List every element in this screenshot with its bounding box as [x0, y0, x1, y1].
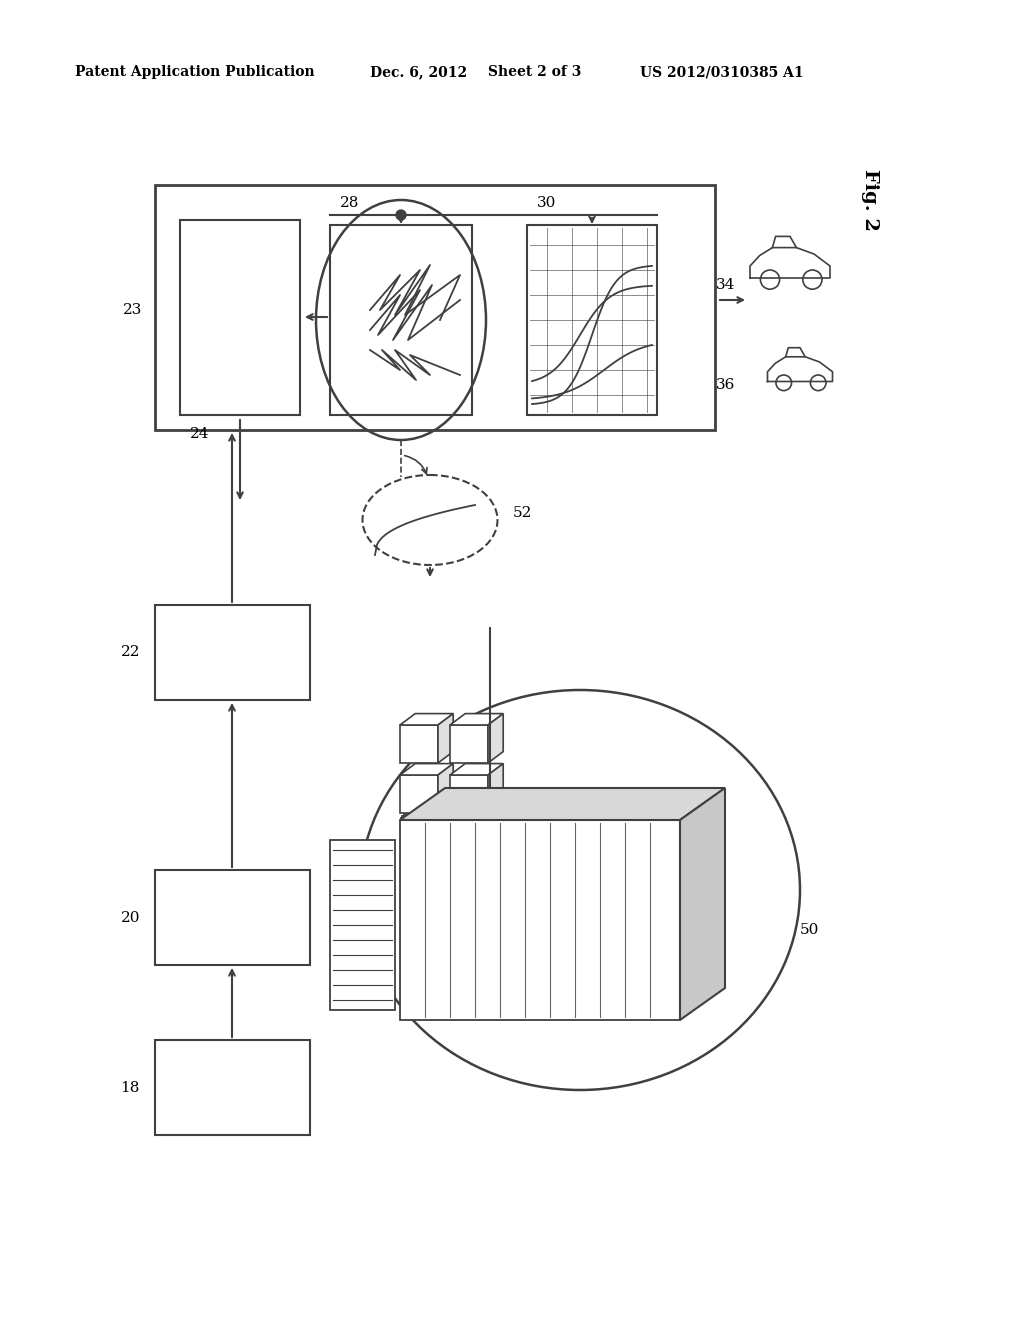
Bar [400, 725, 438, 763]
Text: Patent Application Publication: Patent Application Publication [75, 65, 314, 79]
Polygon shape [680, 788, 725, 1020]
Bar [450, 775, 488, 813]
Polygon shape [488, 763, 503, 813]
Polygon shape [400, 714, 454, 725]
Polygon shape [400, 788, 725, 820]
Text: 20: 20 [121, 911, 140, 924]
Polygon shape [438, 763, 454, 813]
Text: 34: 34 [716, 279, 735, 292]
Text: 28: 28 [340, 195, 359, 210]
Bar [180, 220, 300, 414]
Text: US 2012/0310385 A1: US 2012/0310385 A1 [640, 65, 804, 79]
Polygon shape [450, 714, 503, 725]
Polygon shape [438, 714, 454, 763]
Text: 24: 24 [190, 426, 210, 441]
Ellipse shape [362, 475, 498, 565]
Polygon shape [488, 714, 503, 763]
Text: Sheet 2 of 3: Sheet 2 of 3 [488, 65, 582, 79]
Bar [330, 840, 395, 1010]
Bar [527, 224, 657, 414]
Bar [155, 870, 310, 965]
Text: 23: 23 [123, 304, 142, 317]
Text: 36: 36 [716, 378, 735, 392]
Polygon shape [400, 763, 454, 775]
Bar [403, 814, 684, 1014]
Bar [155, 605, 310, 700]
Text: 22: 22 [121, 645, 140, 660]
Bar [400, 775, 438, 813]
Bar [450, 725, 488, 763]
Text: 52: 52 [513, 506, 532, 520]
Ellipse shape [360, 690, 800, 1090]
Text: 18: 18 [121, 1081, 140, 1094]
Text: Dec. 6, 2012: Dec. 6, 2012 [370, 65, 467, 79]
Text: Fig. 2: Fig. 2 [861, 169, 879, 231]
Bar [330, 224, 472, 414]
Bar [155, 185, 715, 430]
Text: 50: 50 [800, 923, 819, 937]
Polygon shape [450, 763, 503, 775]
Circle shape [396, 210, 406, 220]
Bar [155, 1040, 310, 1135]
Bar [402, 816, 682, 1016]
Text: 30: 30 [537, 195, 556, 210]
Bar [400, 820, 680, 1020]
Bar [401, 818, 681, 1018]
